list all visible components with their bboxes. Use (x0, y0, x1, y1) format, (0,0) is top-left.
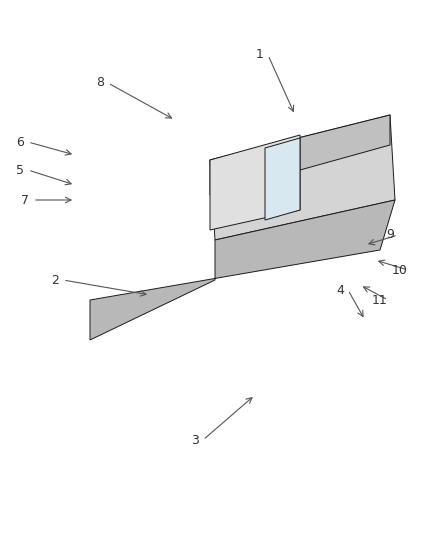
Text: 9: 9 (386, 229, 394, 241)
Text: 6: 6 (16, 135, 24, 149)
Text: 2: 2 (51, 273, 59, 287)
Polygon shape (210, 135, 300, 230)
Polygon shape (265, 138, 300, 220)
Text: 7: 7 (21, 193, 29, 206)
Text: 1: 1 (256, 49, 264, 61)
Text: 10: 10 (392, 263, 408, 277)
Polygon shape (210, 115, 395, 240)
Text: 11: 11 (372, 294, 388, 306)
Text: 3: 3 (191, 433, 199, 447)
Text: 5: 5 (16, 164, 24, 176)
Polygon shape (210, 115, 390, 195)
Text: 8: 8 (96, 77, 104, 90)
Polygon shape (90, 200, 395, 340)
Text: 4: 4 (336, 284, 344, 296)
